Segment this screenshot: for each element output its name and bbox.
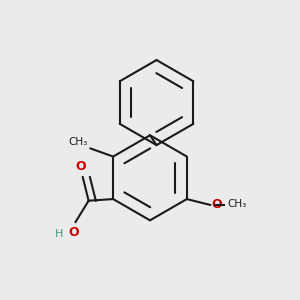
Text: H: H [55,229,63,239]
Text: CH₃: CH₃ [68,137,88,147]
Text: O: O [69,226,79,239]
Text: CH₃: CH₃ [228,199,247,209]
Text: O: O [76,160,86,173]
Text: O: O [212,199,222,212]
